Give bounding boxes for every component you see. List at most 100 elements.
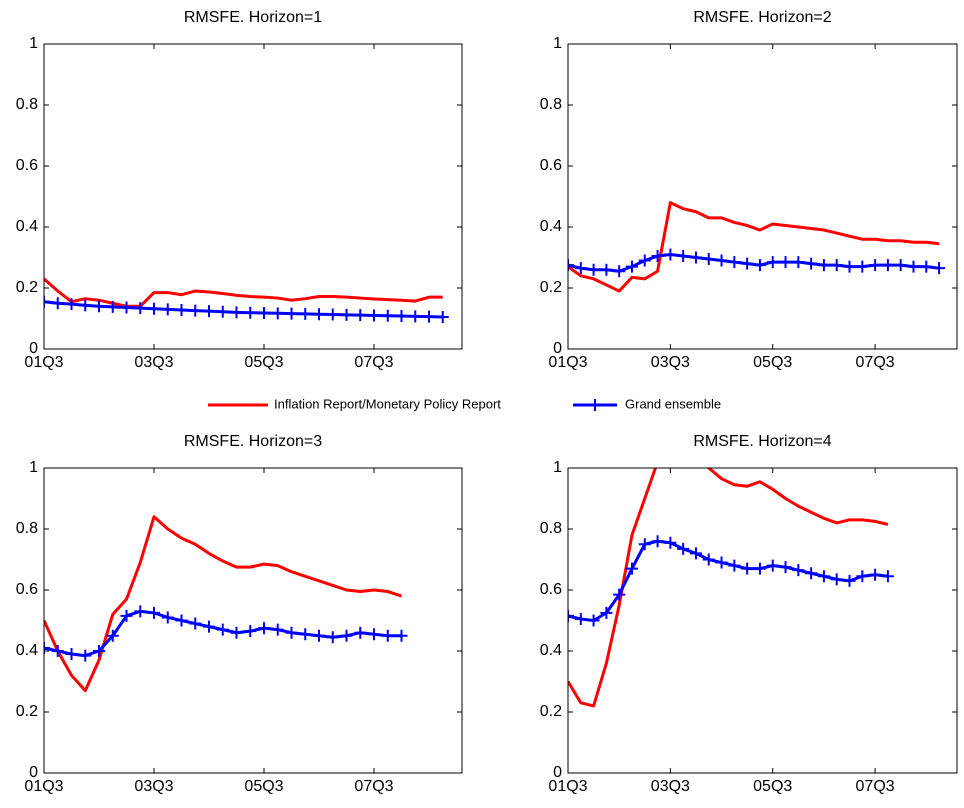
point-marker (843, 260, 856, 273)
point-marker (175, 614, 188, 627)
point-marker (574, 612, 587, 625)
point-marker (625, 562, 638, 575)
legend-label: Inflation Report/Monetary Policy Report (274, 396, 501, 411)
x-tick-label: 05Q3 (244, 778, 283, 795)
point-marker (664, 536, 677, 549)
point-marker (313, 308, 325, 321)
point-marker (805, 257, 818, 270)
legend: Inflation Report/Monetary Policy Report … (208, 396, 721, 411)
point-marker (93, 300, 105, 313)
point-marker (677, 249, 690, 262)
point-marker (817, 570, 830, 583)
point-marker (230, 626, 243, 639)
point-marker (869, 568, 882, 581)
y-tick-label: 0 (553, 340, 562, 357)
y-tick-label: 0.4 (16, 218, 38, 235)
point-marker (354, 309, 367, 322)
point-marker (340, 308, 353, 321)
series-line (568, 468, 889, 708)
x-tick-label: 05Q3 (753, 778, 792, 795)
point-marker (856, 570, 869, 583)
point-marker (574, 262, 587, 275)
x-tick-label: 03Q3 (134, 354, 173, 371)
point-marker (625, 260, 638, 273)
point-marker (313, 629, 325, 642)
point-marker (881, 259, 894, 272)
y-tick-label: 0.2 (540, 703, 562, 720)
point-marker (134, 302, 147, 315)
x-tick-label: 05Q3 (753, 354, 792, 371)
point-marker (568, 609, 574, 622)
point-marker (161, 303, 174, 316)
series-line (44, 277, 443, 308)
point-marker (881, 570, 894, 583)
y-tick-label: 0.4 (540, 218, 562, 235)
x-tick-label: 01Q3 (548, 354, 587, 371)
point-marker (805, 567, 818, 580)
point-marker (830, 259, 843, 272)
point-marker (285, 626, 298, 639)
point-marker (830, 573, 843, 586)
point-marker (285, 307, 298, 320)
point-marker (44, 295, 50, 308)
point-marker (409, 310, 422, 323)
y-tick-label: 0.2 (16, 703, 38, 720)
point-marker (753, 259, 766, 272)
point-marker (120, 301, 133, 314)
point-marker (689, 547, 702, 560)
point-marker (907, 260, 920, 273)
point-marker (244, 306, 257, 319)
point-marker (638, 254, 651, 267)
y-tick-label: 0 (29, 340, 38, 357)
y-tick-label: 0.6 (540, 157, 562, 174)
point-marker (203, 305, 215, 318)
y-tick-label: 0.6 (16, 581, 38, 598)
axes-box (43, 43, 463, 350)
series-line (568, 201, 940, 293)
y-tick-label: 0.4 (540, 642, 562, 659)
series (44, 295, 449, 323)
y-tick-label: 0.8 (540, 520, 562, 537)
point-marker (702, 253, 715, 266)
axes-box (567, 467, 958, 774)
point-marker (702, 553, 715, 566)
x-tick-label: 07Q3 (354, 778, 393, 795)
x-tick-label: 03Q3 (134, 778, 173, 795)
y-tick-label: 1 (553, 459, 562, 476)
x-tick-label: 03Q3 (651, 354, 690, 371)
point-marker (651, 535, 664, 548)
x-tick-label: 01Q3 (548, 778, 587, 795)
point-marker (216, 623, 229, 636)
point-marker (395, 310, 408, 323)
y-tick-label: 0.6 (16, 157, 38, 174)
point-marker (106, 300, 119, 313)
series-line (568, 539, 889, 622)
point-marker (258, 307, 270, 320)
point-marker (148, 302, 160, 315)
y-tick-label: 0.8 (16, 96, 38, 113)
point-marker (326, 631, 339, 644)
point-marker (368, 628, 380, 641)
point-marker (65, 648, 78, 661)
series (568, 468, 889, 708)
point-marker (613, 265, 626, 278)
point-marker (79, 649, 92, 662)
point-marker (715, 556, 728, 569)
point-marker (203, 620, 215, 633)
point-marker (728, 559, 741, 572)
chart-title: RMSFE. Horizon=2 (693, 9, 831, 26)
point-marker (368, 309, 380, 322)
y-tick-label: 0.4 (16, 642, 38, 659)
series-line (44, 515, 402, 693)
point-marker (728, 256, 741, 269)
point-marker (600, 606, 613, 619)
point-marker (79, 299, 92, 312)
point-marker (51, 297, 64, 310)
series (568, 201, 940, 293)
y-tick-label: 0 (29, 764, 38, 781)
axes-box (43, 467, 463, 774)
point-marker (843, 574, 856, 587)
point-marker (766, 256, 779, 269)
point-marker (894, 259, 907, 272)
point-marker (664, 248, 677, 261)
